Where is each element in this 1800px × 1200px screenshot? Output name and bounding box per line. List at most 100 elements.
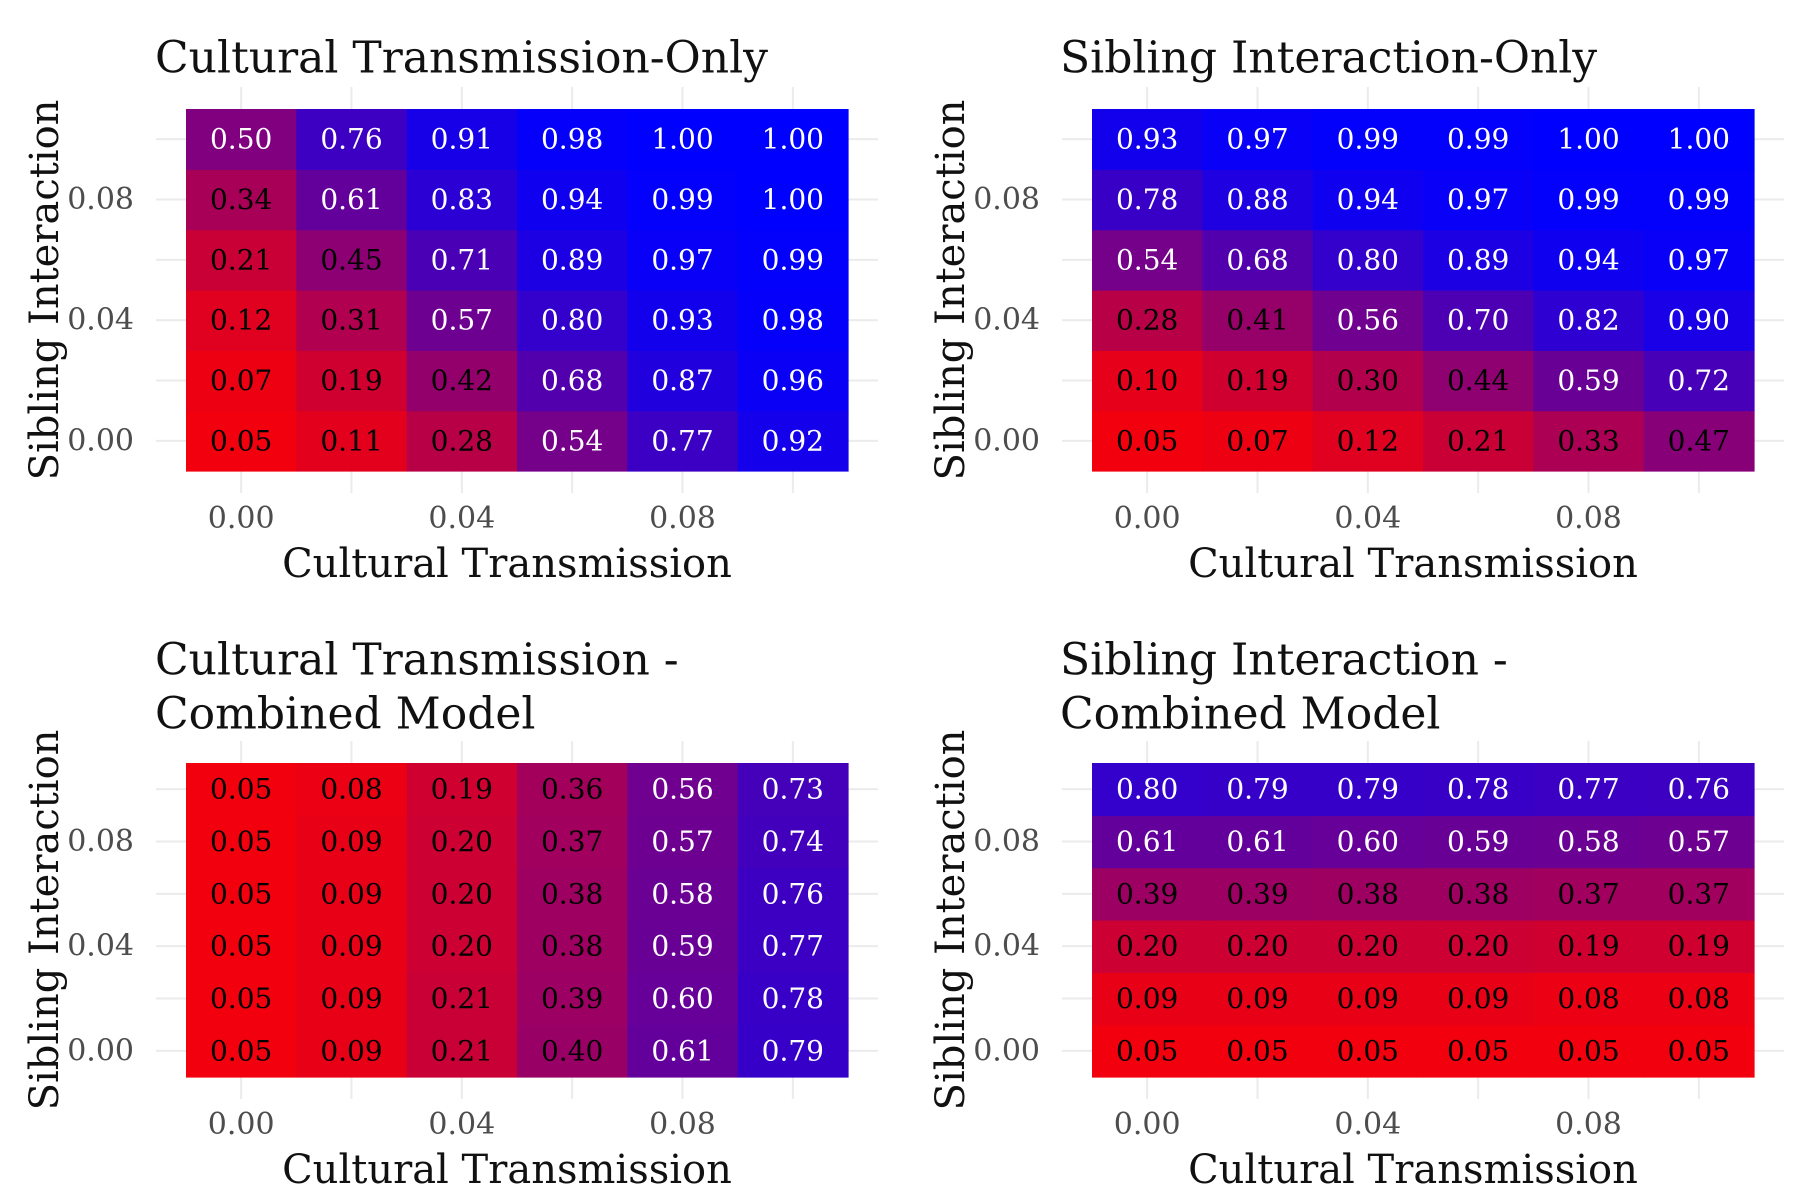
heatmap-cell (1533, 350, 1645, 412)
heatmap-panel-3: 0.05 0.09 0.21 0.40 0.61 0.79 0.05 0.09 0.21 0.39… (22, 635, 878, 1193)
heatmap-cell (406, 763, 518, 816)
cell-value-label: 0.33 (1557, 424, 1619, 457)
heatmap-cell (627, 867, 739, 921)
heatmap-cell (1202, 920, 1314, 973)
cell-value-label: 0.37 (1557, 877, 1619, 910)
cell-value-label: 0.61 (1116, 825, 1178, 858)
heatmap-cell (1312, 350, 1424, 412)
heatmap-cell (186, 867, 297, 921)
cell-value-label: 0.89 (541, 243, 603, 276)
cell-value-label: 0.05 (210, 982, 272, 1015)
cell-value-label: 0.91 (431, 123, 493, 156)
heatmap-cell (737, 410, 849, 472)
cell-value-label: 0.98 (541, 123, 603, 156)
x-tick-label: 0.00 (208, 1107, 275, 1142)
heatmap-cell (1423, 410, 1534, 472)
x-tick-label: 0.08 (1555, 1107, 1622, 1142)
cell-value-label: 0.38 (541, 877, 603, 910)
panel-title: Combined Model (1060, 689, 1440, 740)
heatmap-cell (1533, 290, 1645, 351)
heatmap-cell (186, 410, 297, 472)
heatmap-cell (627, 109, 739, 170)
cell-value-label: 1.00 (1668, 123, 1730, 156)
cell-value-label: 0.72 (1668, 364, 1730, 397)
y-axis-title: Sibling Interaction (22, 100, 68, 481)
heatmap-cell (1202, 229, 1314, 291)
heatmap-cell (186, 920, 297, 973)
cell-value-label: 0.99 (1337, 123, 1399, 156)
cell-value-label: 0.05 (1668, 1034, 1730, 1067)
heatmap-cell (627, 763, 739, 816)
cell-value-label: 0.93 (1116, 123, 1178, 156)
heatmap-cell (1643, 867, 1755, 921)
cell-value-label: 0.38 (1447, 877, 1509, 910)
y-tick-label: 0.00 (67, 423, 134, 458)
heatmap-cell (517, 815, 628, 869)
cell-value-label: 0.09 (1116, 982, 1178, 1015)
heatmap-cell (1533, 763, 1645, 816)
heatmap-cell (1312, 109, 1424, 170)
heatmap-cell (1533, 972, 1645, 1026)
heatmap-cell (186, 1024, 297, 1078)
cell-value-label: 0.20 (431, 825, 493, 858)
cell-value-label: 0.05 (210, 825, 272, 858)
cell-value-label: 0.79 (1226, 773, 1288, 806)
heatmap-cell (1423, 920, 1534, 973)
cell-value-label: 0.45 (320, 243, 382, 276)
heatmap-cell (1423, 169, 1534, 231)
cell-value-label: 0.89 (1447, 243, 1509, 276)
cell-value-label: 0.05 (1116, 1034, 1178, 1067)
heatmap-cell (1423, 109, 1534, 170)
cell-value-label: 0.78 (1447, 773, 1509, 806)
cell-value-label: 0.09 (1447, 982, 1509, 1015)
heatmap-cell (1643, 972, 1755, 1026)
x-tick-label: 0.04 (1334, 501, 1401, 536)
heatmap-cell (1423, 290, 1534, 351)
heatmap-cell (517, 229, 628, 291)
cell-value-label: 0.07 (210, 364, 272, 397)
heatmap-cell (737, 169, 849, 231)
y-axis-title: Sibling Interaction (928, 730, 974, 1111)
cell-value-label: 0.94 (541, 183, 603, 216)
heatmap-tiles: 0.05 0.07 0.12 0.21 0.33 0.47 0.10 0.19 0.30 0.44… (1092, 109, 1755, 472)
heatmap-cell (517, 169, 628, 231)
heatmap-cell (1092, 169, 1203, 231)
heatmap-cell (737, 109, 849, 170)
heatmap-cell (406, 867, 518, 921)
cell-value-label: 0.82 (1557, 304, 1619, 337)
heatmap-cell (627, 229, 739, 291)
heatmap-cell (1312, 815, 1424, 869)
cell-value-label: 0.38 (1337, 877, 1399, 910)
heatmap-cell (737, 1024, 849, 1078)
x-tick-label: 0.04 (428, 1107, 495, 1142)
heatmap-cell (517, 972, 628, 1026)
heatmap-cell (1423, 229, 1534, 291)
cell-value-label: 0.37 (541, 825, 603, 858)
cell-value-label: 0.56 (1337, 304, 1399, 337)
heatmap-cell (186, 350, 297, 412)
heatmap-cell (1643, 1024, 1755, 1078)
heatmap-cell (1312, 867, 1424, 921)
heatmap-cell (1202, 815, 1314, 869)
cell-value-label: 0.09 (320, 982, 382, 1015)
heatmap-cell (406, 920, 518, 973)
cell-value-label: 0.09 (1226, 982, 1288, 1015)
heatmap-cell (517, 290, 628, 351)
heatmap-cell (1533, 410, 1645, 472)
heatmap-cell (1202, 350, 1314, 412)
heatmap-cell (627, 1024, 739, 1078)
cell-value-label: 0.97 (1226, 123, 1288, 156)
heatmap-cell (627, 290, 739, 351)
heatmap-cell (517, 109, 628, 170)
heatmap-cell (406, 229, 518, 291)
cell-value-label: 0.76 (762, 877, 824, 910)
y-tick-label: 0.00 (67, 1033, 134, 1068)
cell-value-label: 0.20 (431, 930, 493, 963)
cell-value-label: 0.57 (1668, 825, 1730, 858)
heatmap-cell (517, 1024, 628, 1078)
heatmap-cell (1202, 972, 1314, 1026)
cell-value-label: 0.20 (1226, 930, 1288, 963)
heatmap-cell (1312, 229, 1424, 291)
heatmap-cell (1533, 169, 1645, 231)
heatmap-cell (1643, 229, 1755, 291)
